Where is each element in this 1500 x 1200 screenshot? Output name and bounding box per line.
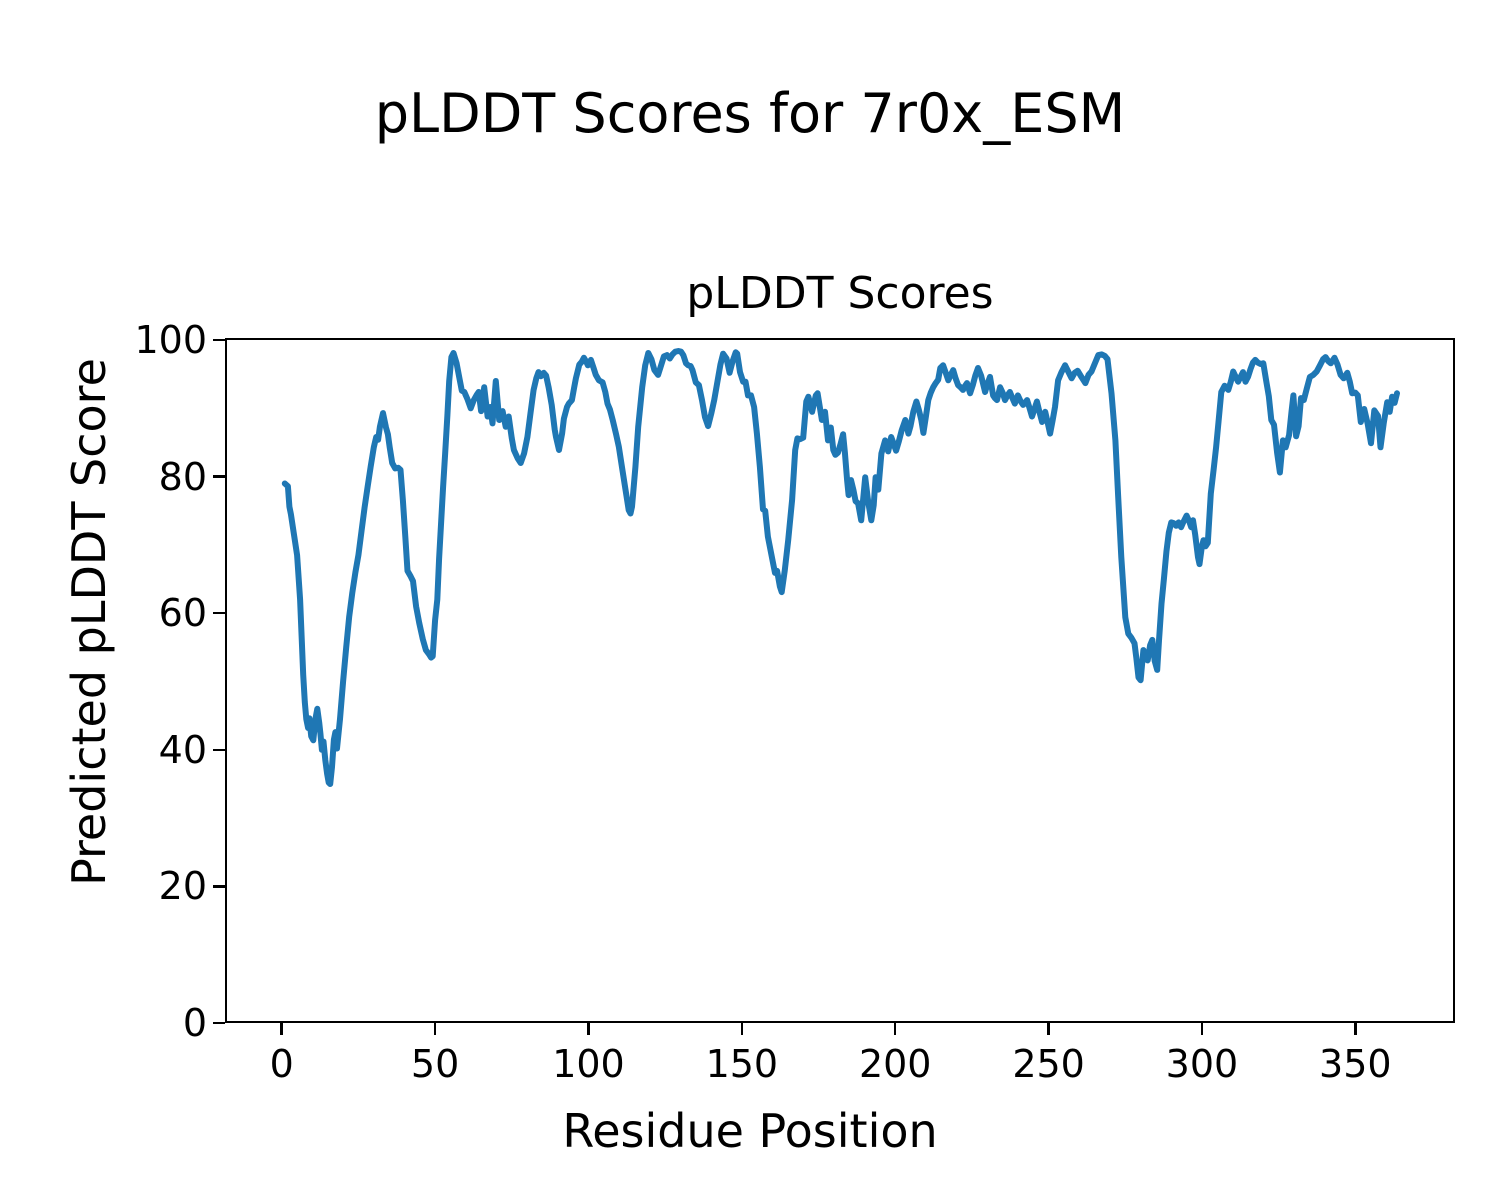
y-tick-label-0: 0 [182,1001,207,1045]
x-axis-label: Residue Position [562,1104,938,1158]
x-tick-label-0: 0 [269,1042,294,1086]
y-tick-label-60: 60 [158,591,207,636]
x-tick-mark-0 [280,1023,283,1035]
y-tick-label-100: 100 [134,318,207,363]
y-tick-label-40: 40 [158,727,207,772]
x-tick-label-100: 100 [552,1042,625,1086]
x-tick-label-150: 150 [705,1042,779,1086]
x-tick-label-200: 200 [858,1042,932,1086]
x-tick-mark-100 [587,1023,590,1035]
figure-title: pLDDT Scores for 7r0x_ESM [374,82,1126,145]
axes-spines [225,338,1455,1023]
x-tick-mark-200 [893,1023,897,1035]
x-tick-mark-50 [433,1023,437,1035]
y-tick-mark-40 [213,748,225,752]
plddt-line-chart [225,338,1455,1023]
y-tick-mark-60 [213,611,225,615]
x-tick-label-350: 350 [1319,1042,1392,1086]
y-tick-label-20: 20 [158,864,207,909]
series-line-pLDDT [281,348,1400,787]
x-tick-mark-250 [1047,1023,1050,1035]
y-tick-label-80: 80 [158,454,207,499]
x-tick-mark-300 [1200,1023,1204,1035]
y-tick-mark-20 [213,885,225,888]
y-tick-mark-0 [213,1021,225,1025]
y-tick-mark-100 [213,338,225,342]
x-tick-label-50: 50 [410,1042,460,1086]
x-tick-label-250: 250 [1012,1042,1085,1086]
plot-area [225,338,1455,1023]
x-tick-label-300: 300 [1165,1042,1239,1086]
y-tick-mark-80 [213,475,225,478]
x-tick-mark-350 [1354,1023,1357,1035]
axes-title: pLDDT Scores [686,268,994,319]
x-tick-mark-150 [740,1023,744,1035]
